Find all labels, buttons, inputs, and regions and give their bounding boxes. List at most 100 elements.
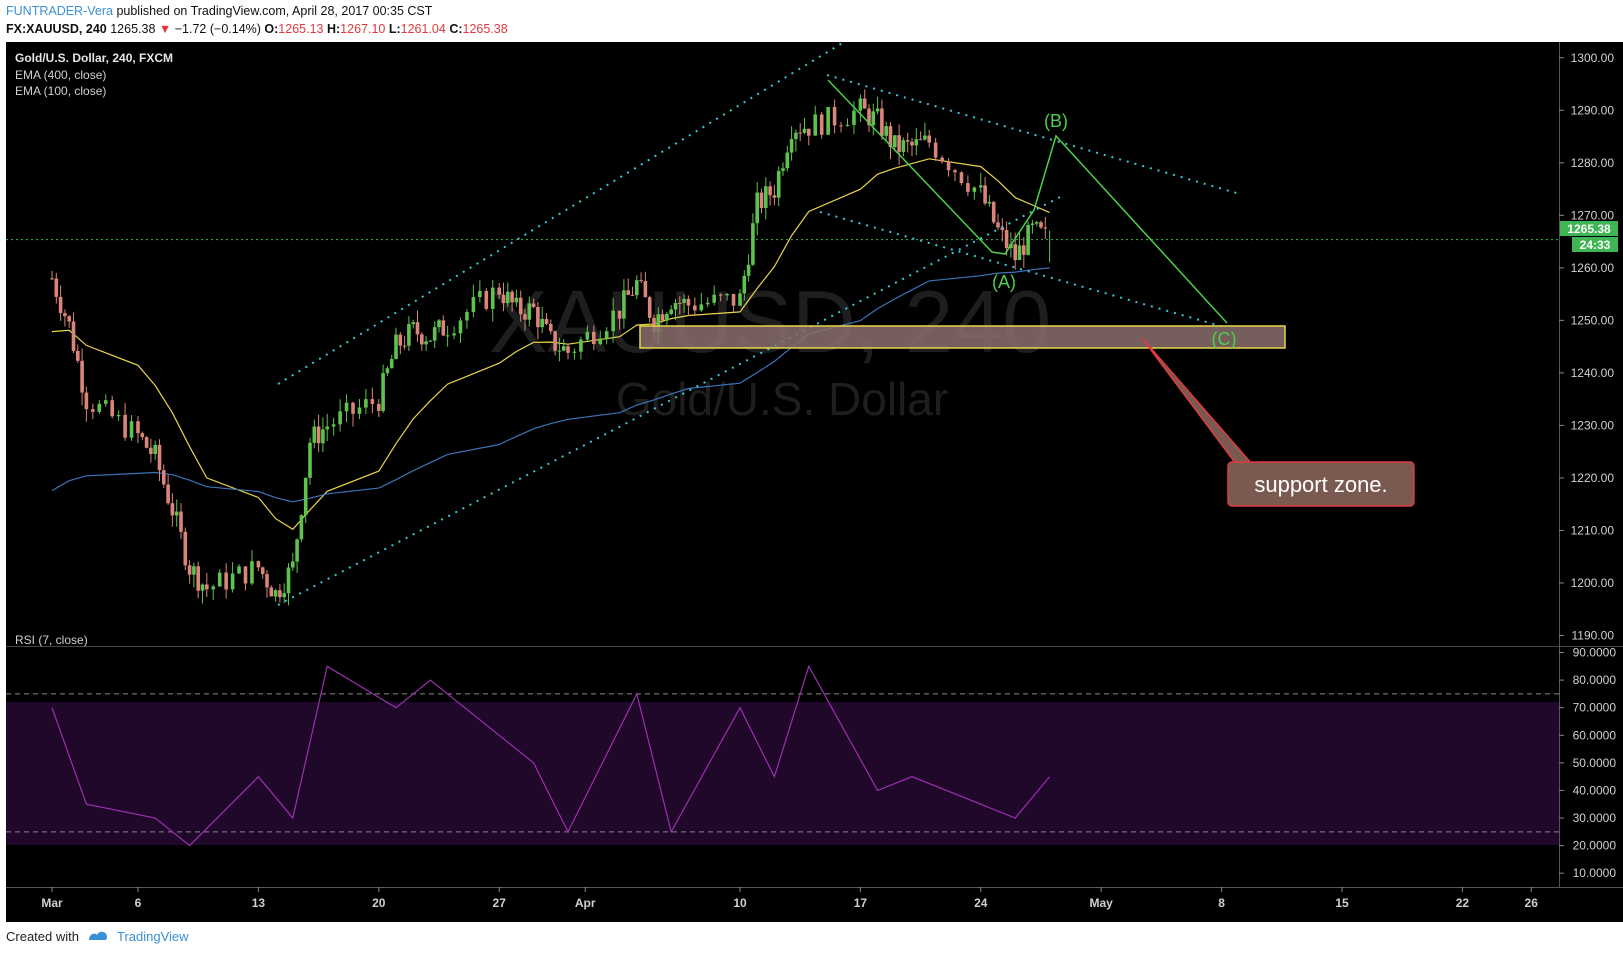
candle-body xyxy=(953,170,957,173)
candle-body xyxy=(265,574,269,588)
candle-body xyxy=(91,409,95,412)
candle-body xyxy=(972,187,977,192)
channel-lower-line[interactable] xyxy=(277,196,1061,606)
candle-body xyxy=(1022,245,1026,255)
candle-body xyxy=(959,172,964,184)
candle-body xyxy=(927,135,931,143)
candle-body xyxy=(211,586,216,590)
candle-body xyxy=(394,334,398,360)
open-label: O: xyxy=(264,22,279,36)
candle-body xyxy=(611,310,615,332)
candle-body xyxy=(282,593,286,598)
candle-body xyxy=(979,185,983,188)
tradingview-logo-icon[interactable] xyxy=(87,928,109,945)
time-tick-label: 24 xyxy=(974,896,988,910)
rsi-tick-label: 60.0000 xyxy=(1573,728,1617,742)
candle-body xyxy=(458,320,463,334)
candle-body xyxy=(1030,223,1035,225)
time-axis[interactable]: Mar 6 13 20 27 Apr 10 17 24 May 8 15 22 26 xyxy=(41,887,1538,910)
candle-body xyxy=(312,426,317,443)
candle-body xyxy=(71,321,76,351)
candle-body xyxy=(269,587,274,597)
candle-body xyxy=(549,323,553,332)
candle-body xyxy=(364,399,368,408)
candle-body xyxy=(794,132,798,140)
candle-body xyxy=(129,421,134,438)
candle-body xyxy=(338,411,342,425)
candle-body xyxy=(123,414,127,438)
candle-body xyxy=(407,324,411,346)
callout-box[interactable] xyxy=(1227,461,1415,507)
time-tick-label: 10 xyxy=(733,896,747,910)
rsi-axis[interactable]: 10.0000 20.0000 30.0000 40.0000 50.0000 60.00… xyxy=(1559,646,1616,881)
candle-body xyxy=(832,107,837,126)
candle-body xyxy=(510,291,514,303)
candle-body xyxy=(718,294,723,296)
time-tick-label: 20 xyxy=(372,896,386,910)
price-tick-label: 1190.00 xyxy=(1572,628,1615,642)
candle-body xyxy=(398,334,403,346)
candle-body xyxy=(566,346,570,353)
watermark-name: Gold/U.S. Dollar xyxy=(616,373,948,425)
support-zone[interactable] xyxy=(639,325,1286,349)
price-axis[interactable]: 1190.00 1200.00 1210.00 1220.00 1230.00 1240.… xyxy=(1559,51,1614,643)
candle-body xyxy=(344,402,349,412)
candle-body xyxy=(420,334,424,345)
low-value: 1261.04 xyxy=(400,22,446,36)
candle-body xyxy=(415,322,420,335)
wave-path[interactable] xyxy=(827,79,1228,324)
legend-ema400: EMA (400, close) xyxy=(15,68,106,82)
candle-body xyxy=(669,309,673,314)
author-link[interactable]: FUNTRADER-Vera xyxy=(6,4,113,18)
wave-c-label: (C) xyxy=(1212,329,1237,349)
high-value: 1267.10 xyxy=(340,22,386,36)
close-value: 1265.38 xyxy=(462,22,508,36)
price-tick-label: 1230.00 xyxy=(1571,418,1615,432)
candle-body xyxy=(905,140,910,142)
candle-body xyxy=(996,222,1000,228)
rsi-tick-label: 90.0000 xyxy=(1573,646,1617,660)
last-price-tag xyxy=(1560,221,1618,236)
high-label: H: xyxy=(326,22,341,36)
candle-body xyxy=(325,426,329,430)
watermark-symbol: XAUUSD, 240 xyxy=(489,272,1051,371)
time-tick-label: Mar xyxy=(41,896,63,910)
candle-body xyxy=(351,402,355,414)
candle-body xyxy=(819,114,824,135)
price-tick-label: 1200.00 xyxy=(1571,576,1615,590)
candle-body xyxy=(867,108,871,126)
low-label: L: xyxy=(388,22,401,36)
time-tick-label: 22 xyxy=(1456,896,1470,910)
candle-body xyxy=(798,132,802,134)
candle-body xyxy=(63,313,67,317)
candle-body xyxy=(230,573,235,590)
candle-body xyxy=(893,135,897,148)
candle-body xyxy=(940,157,944,162)
candle-body xyxy=(179,511,183,532)
time-tick-label: May xyxy=(1090,896,1114,910)
published-text: published on TradingView.com, April 28, … xyxy=(116,4,433,18)
candle-body xyxy=(592,331,596,344)
candle-body xyxy=(635,280,639,296)
candle-body xyxy=(630,294,635,296)
chart-canvas[interactable]: XAUUSD, 240 Gold/U.S. Dollar (A) (B) (C)… xyxy=(0,42,1623,922)
candle-body xyxy=(755,192,759,224)
candle-body xyxy=(518,297,523,315)
candle-body xyxy=(237,566,241,574)
candle-body xyxy=(862,98,867,109)
last-price: 1265.38 xyxy=(110,22,156,36)
candle-body xyxy=(84,392,89,410)
wave-b-label: (B) xyxy=(1044,111,1068,131)
price-tick-label: 1210.00 xyxy=(1571,523,1615,537)
candle-body xyxy=(807,128,811,136)
candle-body xyxy=(665,313,669,321)
time-tick-label: 8 xyxy=(1218,896,1225,910)
candle-body xyxy=(983,185,987,204)
candle-body xyxy=(746,264,751,276)
candle-body xyxy=(50,278,54,280)
price-tick-label: 1300.00 xyxy=(1571,51,1615,65)
tradingview-brand-link[interactable]: TradingView xyxy=(116,929,189,944)
candle-body xyxy=(897,135,901,152)
candle-body xyxy=(170,503,175,516)
candle-body xyxy=(103,400,108,404)
